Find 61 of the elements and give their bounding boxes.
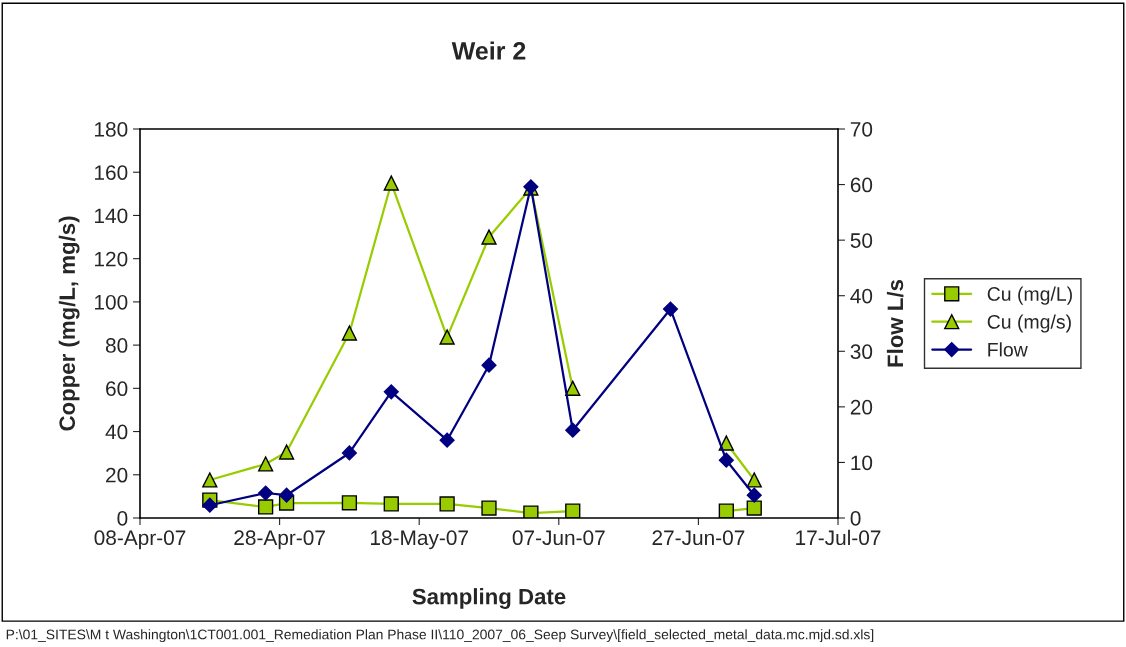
- point: [746, 500, 762, 516]
- y2-tick-label: 50: [850, 233, 873, 248]
- x-tick-label: 17-Jul-07: [796, 529, 881, 546]
- point: [565, 503, 581, 518]
- y-tick-label: 80: [105, 338, 128, 353]
- y2-tick-label: 0: [850, 511, 861, 526]
- point: [341, 325, 358, 341]
- point: [481, 500, 497, 516]
- y2-tick-label: 20: [850, 399, 873, 415]
- point: [383, 175, 399, 191]
- point: [383, 496, 399, 512]
- point: [341, 445, 357, 461]
- point: [258, 485, 274, 501]
- y-tick-label: 120: [95, 251, 128, 267]
- y-tick-label: 20: [106, 467, 128, 483]
- point: [258, 499, 274, 515]
- y-tick-label: 100: [95, 294, 128, 310]
- point: [202, 497, 218, 513]
- y2-axis-title: Flow L/s: [886, 279, 904, 367]
- point: [258, 456, 274, 472]
- x-tick-label: 28-Apr-07: [234, 530, 325, 550]
- text: P:\01_SITES\M t Washington\1CT001.001_Remediation Plan Phase II\110_2007_06_Seep Survey\[field_selected_metal_data.mc.mjd.sd.xls]: [6, 629, 874, 643]
- point: [341, 495, 358, 511]
- point: [481, 229, 497, 245]
- point: [383, 384, 399, 400]
- point: [523, 505, 539, 518]
- point: [662, 301, 679, 317]
- point: [439, 432, 455, 448]
- y2-tick-label: 40: [850, 288, 873, 304]
- y-tick-label: 60: [106, 381, 128, 397]
- x-tick-label: 07-Jun-07: [512, 530, 605, 546]
- y-tick-label: 180: [95, 122, 128, 137]
- x-axis-title: Sampling Date: [412, 588, 566, 609]
- point: [565, 380, 581, 396]
- point: [278, 444, 295, 460]
- y-tick-label: 40: [105, 424, 128, 440]
- y-tick-label: 140: [95, 208, 128, 224]
- point: [746, 472, 762, 488]
- point: [279, 487, 295, 503]
- x-tick-label: 18-May-07: [371, 530, 468, 550]
- point: [718, 452, 734, 468]
- y2-tick-label: 60: [850, 177, 873, 193]
- y-tick-label: 0: [117, 511, 128, 526]
- legend-label: Cu (mg/s): [987, 314, 1071, 333]
- legend-label: Flow: [988, 342, 1028, 357]
- y-tick-label: 160: [95, 165, 128, 180]
- point: [202, 472, 218, 488]
- point: [718, 503, 734, 518]
- y2-tick-label: 70: [850, 122, 873, 137]
- point: [746, 487, 762, 503]
- chart-title: Weir 2: [451, 41, 526, 60]
- y-axis-title: Copper (mg/L, mg/s): [58, 216, 80, 431]
- point: [565, 422, 581, 438]
- point: [481, 357, 497, 373]
- point: [439, 329, 455, 345]
- point: [439, 496, 455, 512]
- y2-tick-label: 10: [851, 455, 873, 471]
- y2-tick-label: 30: [850, 344, 873, 360]
- legend-label: Cu (mg/L): [987, 286, 1072, 305]
- x-tick-label: 08-Apr-07: [94, 530, 186, 550]
- x-tick-label: 27-Jun-07: [652, 530, 745, 546]
